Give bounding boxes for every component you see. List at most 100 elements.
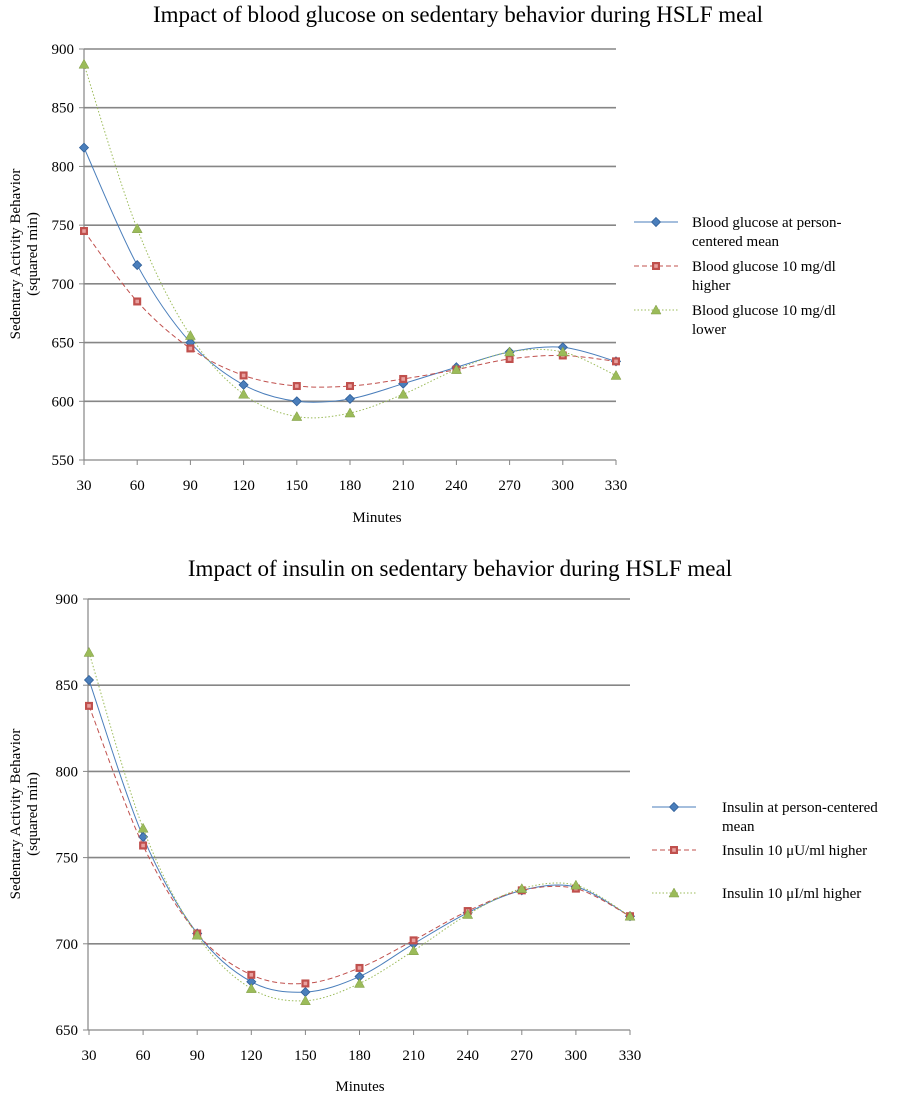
data-point-s1-120 [238,379,249,390]
legend-marker-1 [650,216,662,228]
legend-label-1-line-2: centered mean [692,234,780,250]
legend-marker-3 [650,304,662,315]
data-point-s3-180 [354,977,365,988]
x-tick-label-30: 30 [77,478,92,494]
data-point-s2-180-highlight [357,966,362,970]
y-axis-title-line-1: Sedentary Activity Behavior [8,729,24,900]
data-point-s3-210 [397,388,409,399]
x-tick-label-180: 180 [339,478,362,494]
data-point-s3-240 [450,364,462,374]
data-point-s3-90 [191,929,203,940]
y-tick-labels: 550 600 650 700 750 800 850 900 [52,42,75,469]
legend: Blood glucose at person-centered mean Blo… [634,215,842,338]
plot-area [78,58,622,421]
x-tick-label-270: 270 [498,478,521,494]
data-point-s3-90 [184,330,196,340]
y-tick-label-900: 900 [52,42,75,58]
data-point-s2-30-highlight [87,704,91,708]
x-tick-labels: 30 60 90 120 150 180 210 240 270 300 330 [82,1048,642,1064]
x-tick-label-330: 330 [619,1048,642,1064]
y-tick-label-650: 650 [56,1023,79,1039]
data-point-s1-150 [291,396,302,407]
data-point-s3-270 [504,346,516,357]
y-axis-title-line-2: (squared min) [25,772,41,856]
series-line-2 [88,705,631,985]
data-point-s2-30-highlight [82,229,86,233]
y-tick-label-750: 750 [52,218,75,234]
data-point-s3-210 [408,945,420,955]
y-axis-title: Sedentary Activity Behavior (squared min… [8,729,41,900]
data-point-s3-150 [299,995,311,1005]
series-line-1 [83,147,617,403]
series-line-3 [88,652,631,1002]
chart-title: Impact of blood glucose on sedentary beh… [153,2,763,27]
plot-area [83,646,636,1005]
data-point-s2-330-highlight [614,359,618,364]
x-tick-label-90: 90 [183,478,198,494]
y-tick-label-650: 650 [52,336,75,352]
y-axis-title: Sedentary Activity Behavior (squared min… [8,169,41,340]
data-point-s2-90-highlight [188,346,193,351]
legend-label-1-line-1: Insulin at person-centered [722,800,878,816]
axes [83,598,631,1035]
data-point-s2-120-highlight [249,973,254,977]
y-tick-label-900: 900 [56,592,79,608]
data-point-s2-210-highlight [411,938,416,943]
x-tick-label-270: 270 [511,1048,534,1064]
legend-label-3-line-1: Blood glucose 10 mg/dl [692,303,836,319]
y-tick-label-850: 850 [56,678,79,694]
x-tick-labels: 30 60 90 120 150 180 210 240 270 300 330 [77,478,628,494]
x-tick-label-240: 240 [445,478,468,494]
x-tick-label-120: 120 [232,478,255,494]
legend-label-1-line-1: Blood glucose at person- [692,215,842,231]
x-tick-label-60: 60 [136,1048,151,1064]
data-point-s2-150-highlight [303,981,308,986]
data-point-s2-180-highlight [348,384,352,388]
legend: Insulin at person-centered mean Insulin 10… [652,800,878,902]
x-tick-label-60: 60 [130,478,145,494]
x-tick-label-210: 210 [402,1048,425,1064]
y-axis-title-line-2: (squared min) [25,212,41,296]
data-point-s1-30 [83,674,95,686]
gridlines [88,598,630,945]
legend-label-2-line-1: Insulin 10 μU/ml higher [722,843,867,859]
y-tick-label-800: 800 [56,764,79,780]
data-point-s3-240 [462,908,474,919]
x-tick-label-300: 300 [552,478,575,494]
axes [79,48,617,465]
data-point-s2-270-highlight [507,357,512,361]
x-tick-label-120: 120 [240,1048,263,1064]
legend-marker-1 [668,801,680,813]
gridlines [84,48,616,403]
x-axis-title: Minutes [335,1079,384,1095]
data-point-s3-300 [557,346,569,357]
data-point-s1-60 [138,831,149,842]
data-point-s3-330 [624,910,636,921]
x-tick-label-150: 150 [294,1048,317,1064]
data-point-s1-180 [344,393,356,405]
data-point-s2-210-highlight [401,377,405,381]
data-point-s3-180 [344,407,356,418]
data-point-s2-150-highlight [295,384,299,388]
y-tick-label-800: 800 [52,159,75,175]
legend-marker-2-highlight [654,264,658,268]
legend-marker-3 [668,887,680,898]
legend-label-1-line-2: mean [722,819,755,835]
y-tick-label-700: 700 [52,277,75,293]
x-tick-label-180: 180 [348,1048,371,1064]
data-point-s3-150 [291,411,303,421]
data-point-s2-60-highlight [135,299,139,304]
data-point-s3-60 [131,223,143,233]
y-tick-label-700: 700 [56,937,79,953]
y-axis-title-line-1: Sedentary Activity Behavior [8,169,24,340]
series-line-3 [83,64,617,419]
data-point-s3-330 [610,369,622,380]
data-point-s2-120-highlight [241,373,246,378]
series-line-1 [88,679,631,993]
x-tick-label-300: 300 [565,1048,588,1064]
x-tick-label-210: 210 [392,478,415,494]
y-tick-label-550: 550 [52,453,75,469]
x-tick-label-240: 240 [456,1048,479,1064]
data-point-s3-60 [137,822,149,833]
